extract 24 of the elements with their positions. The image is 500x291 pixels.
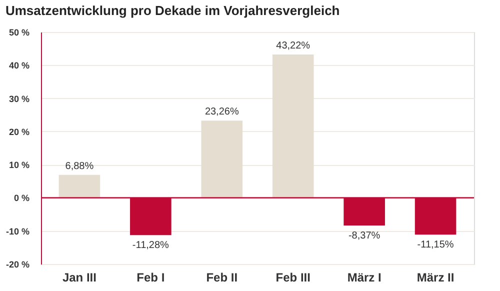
x-tick-label: Feb II	[206, 270, 238, 284]
y-tick-label: 0 %	[14, 193, 30, 204]
bar	[272, 54, 314, 198]
data-label: 6,88%	[65, 160, 94, 172]
chart-title: Umsatzentwicklung pro Dekade im Vorjahresvergleich	[5, 3, 340, 18]
y-tick-label: -20 %	[6, 260, 30, 270]
x-tick-label: März I	[347, 270, 382, 284]
bar	[201, 120, 243, 198]
y-tick-label: 50 %	[8, 28, 30, 38]
x-tick-label: Feb III	[276, 270, 310, 284]
y-tick-label: 30 %	[8, 94, 30, 104]
x-tick-label: März II	[416, 270, 454, 284]
data-label: -8,37%	[348, 230, 380, 242]
y-tick-label: 20 %	[8, 126, 30, 137]
y-tick-label: 40 %	[8, 60, 30, 71]
x-tick-label: Feb I	[136, 270, 165, 284]
data-label: 43,22%	[276, 40, 310, 52]
y-tick-label: 10 %	[8, 160, 30, 170]
y-tick-label: -10 %	[6, 226, 30, 236]
bar	[58, 174, 100, 198]
data-label: -11,15%	[417, 240, 454, 251]
data-label: 23,26%	[204, 106, 239, 118]
data-label: -11,28%	[132, 240, 170, 252]
x-tick-label: Jan III	[62, 270, 96, 284]
